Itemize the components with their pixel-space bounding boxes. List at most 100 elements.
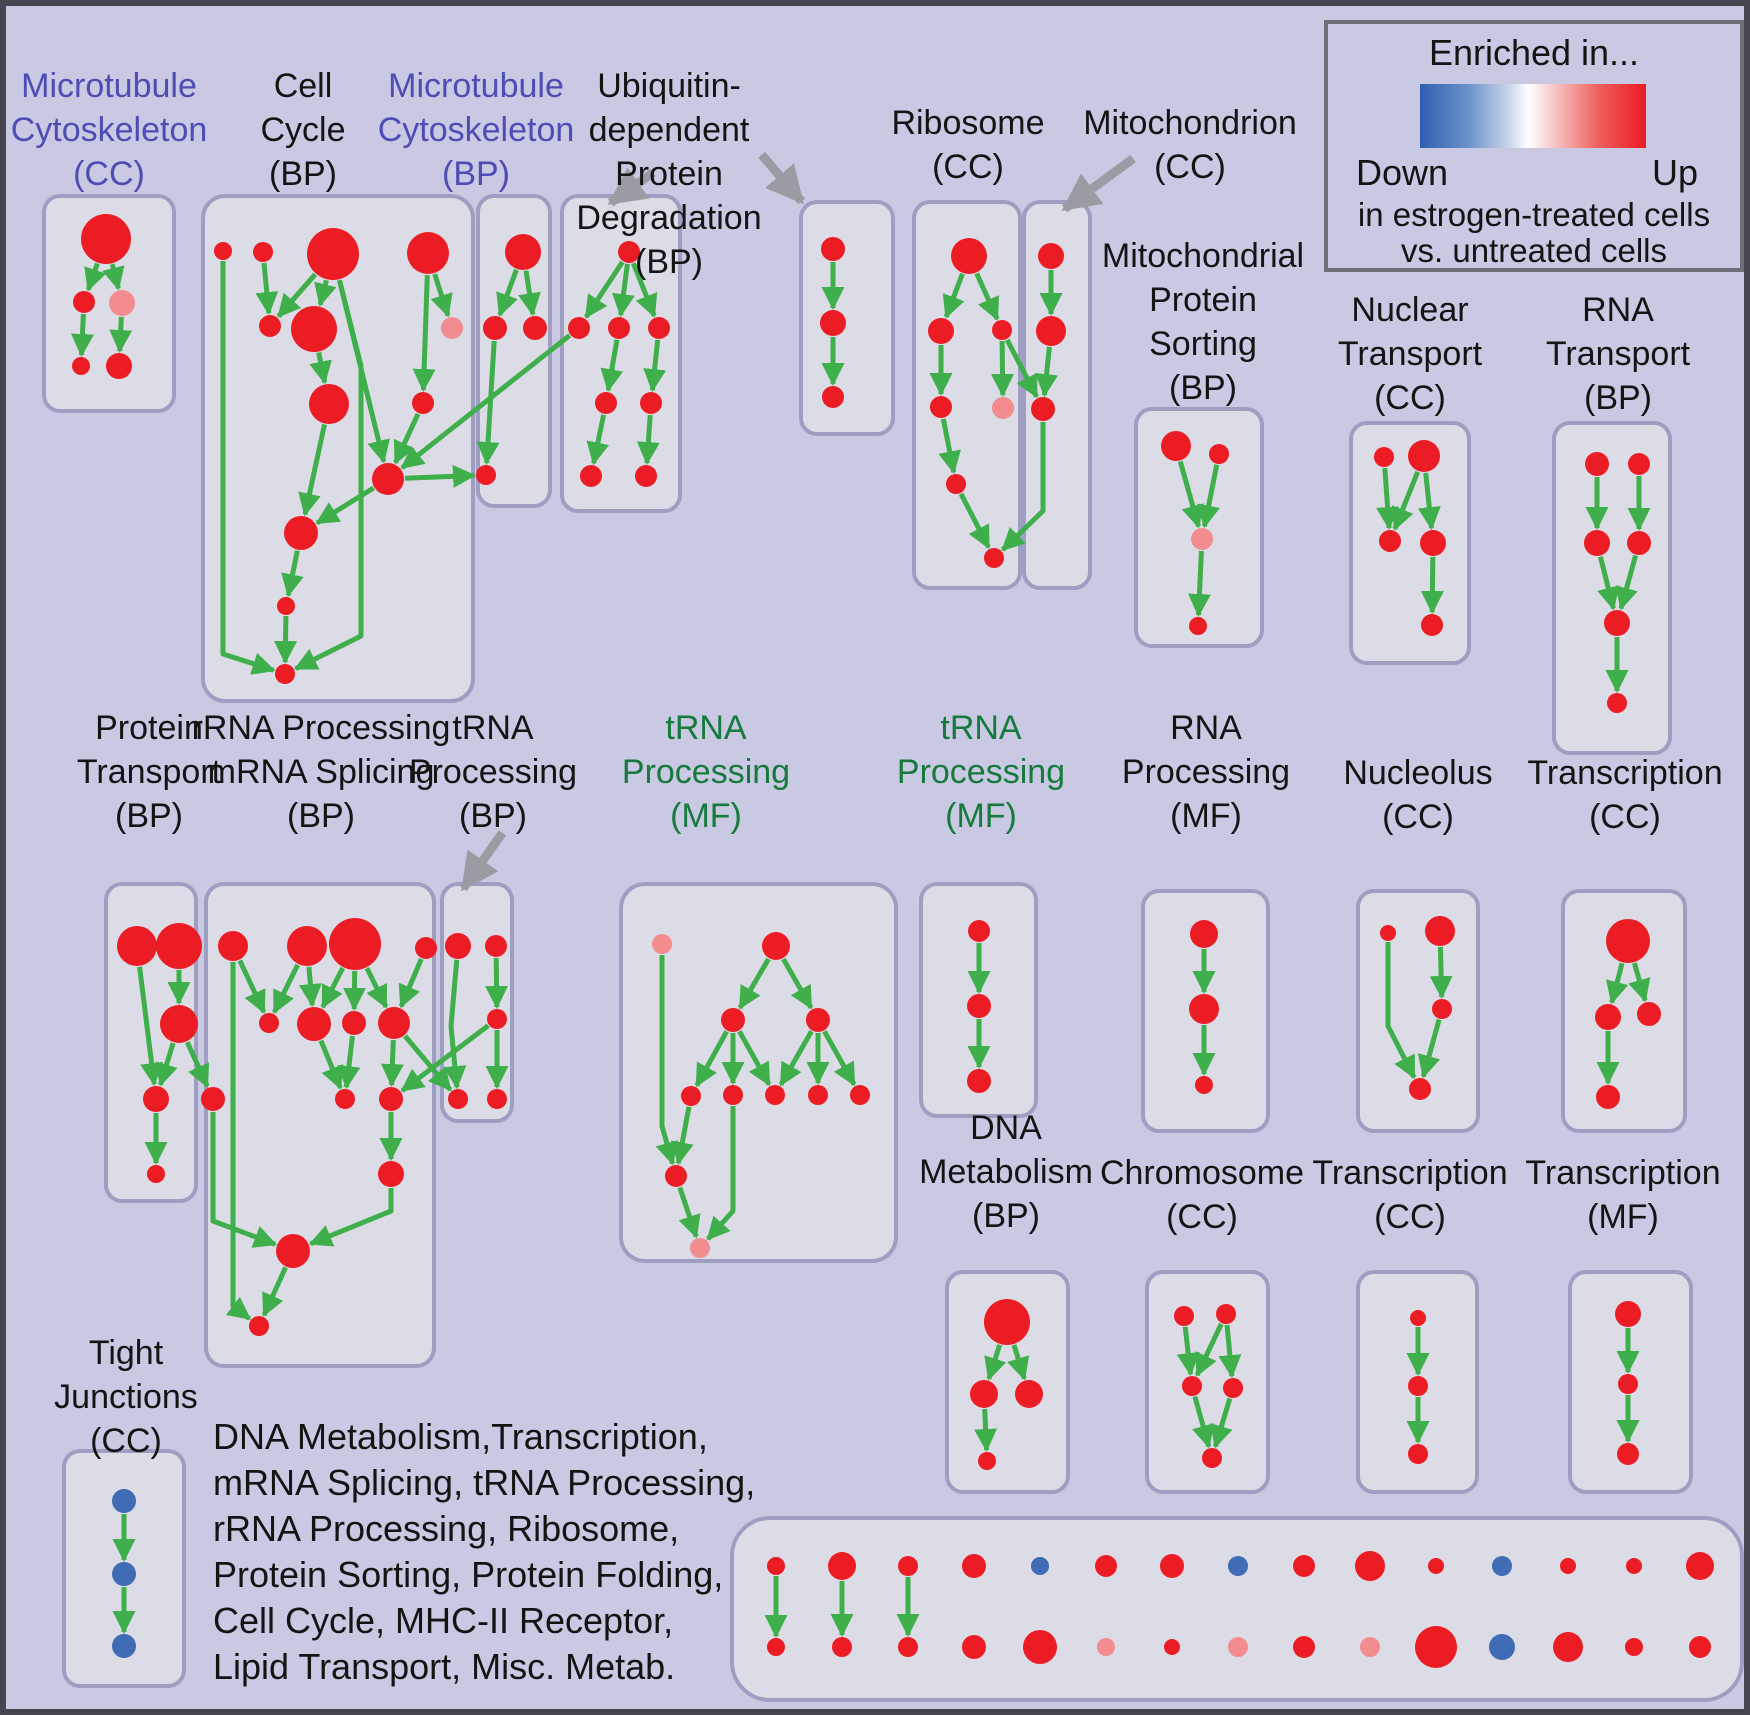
go-term-node-red <box>992 320 1012 340</box>
go-term-node-red <box>1182 1376 1202 1396</box>
label-line: Cycle <box>260 111 346 149</box>
go-term-node-red <box>73 291 95 313</box>
edge <box>1417 472 1441 531</box>
go-term-node-red <box>412 392 434 414</box>
label-line: Ubiquitin- <box>597 67 741 105</box>
go-term-node-red <box>762 932 790 960</box>
go-term-node-red <box>147 1165 165 1183</box>
go-term-node-red <box>1036 316 1066 346</box>
go-term-node-red <box>487 1009 507 1029</box>
label-ubiquitin-dependent-protein-degradation-bp: Ubiquitin-dependent Protein Degradation (BP… <box>419 64 919 284</box>
edge <box>84 262 107 292</box>
go-term-node-red <box>1421 614 1443 636</box>
edge <box>1176 1326 1200 1377</box>
edge <box>1429 946 1453 999</box>
label-line: (CC) <box>1166 1198 1238 1236</box>
label-line: Cell <box>273 67 333 105</box>
go-term-node-blue <box>1031 1557 1049 1575</box>
label-line: mRNA Splicing <box>207 753 435 791</box>
edge <box>459 830 507 892</box>
label-line: Transcription <box>1527 754 1723 792</box>
go-term-node-red <box>1627 531 1651 555</box>
go-term-node-red <box>1428 1558 1444 1574</box>
go-term-node-red <box>1410 1310 1426 1326</box>
label-line: DNA <box>970 1109 1042 1147</box>
edge <box>974 272 1000 321</box>
go-term-node-red <box>608 317 630 339</box>
go-term-node-red <box>1408 1376 1428 1396</box>
edge <box>1197 464 1220 529</box>
label-line: Nuclear <box>1351 291 1469 329</box>
edge <box>496 268 519 317</box>
label-line: (CC) <box>1382 798 1454 836</box>
label-dna-metabolism-bp: DNA Metabolism (BP) <box>756 1106 1256 1238</box>
edge <box>1000 422 1046 552</box>
label-line: Cytoskeleton <box>10 111 208 149</box>
label-line: Protein <box>95 709 203 747</box>
edge <box>636 414 660 465</box>
label-line: Transport <box>1545 335 1691 373</box>
label-line: (CC) <box>1374 379 1446 417</box>
label-line: Processing <box>896 753 1066 791</box>
label-line: (BP) <box>115 797 183 835</box>
label-chromosome-cc: Chromosome (CC) <box>952 1151 1452 1239</box>
go-term-node-red <box>156 923 202 969</box>
label-line: Processing <box>621 753 791 791</box>
go-term-node-red <box>1374 447 1394 467</box>
edge <box>155 1042 178 1087</box>
go-term-node-red <box>1408 440 1440 472</box>
edge <box>518 270 541 317</box>
label-line: Mitochondrion <box>1083 104 1297 142</box>
go-term-node-red <box>832 1637 852 1657</box>
go-term-node-red <box>1355 1551 1385 1581</box>
go-term-node-red <box>1584 530 1610 556</box>
edge <box>1035 346 1059 398</box>
edge <box>400 1023 490 1093</box>
misc-text-line: Cell Cycle, MHC-II Receptor, <box>213 1600 674 1641</box>
go-term-node-red <box>765 1085 785 1105</box>
go-term-node-red <box>640 392 662 414</box>
label-line: Transport <box>1337 335 1483 373</box>
go-term-node-red <box>1409 1078 1431 1100</box>
edge <box>337 1035 361 1090</box>
label-nucleolus-cc: Nucleolus (CC) <box>1168 751 1668 839</box>
edge <box>400 333 572 470</box>
go-term-node-red <box>1606 919 1650 963</box>
go-term-node-red <box>1625 1638 1643 1656</box>
go-term-node-red <box>1195 1076 1213 1094</box>
label-line: (MF) <box>670 797 742 835</box>
edge <box>1194 1322 1224 1377</box>
label-line: (CC) <box>1589 798 1661 836</box>
edge <box>612 263 635 318</box>
group-box-misc-terms <box>730 1516 1744 1702</box>
label-line: Protein <box>1149 281 1257 319</box>
go-term-node-red <box>681 1086 701 1106</box>
legend-caption-line1: in estrogen-treated cells <box>1357 196 1711 233</box>
go-term-node-blue <box>1492 1556 1512 1576</box>
label-line: Protein <box>615 155 723 193</box>
go-term-node-red <box>1553 1632 1583 1662</box>
edge <box>1597 555 1620 611</box>
go-term-node-red <box>297 1007 331 1041</box>
edge <box>237 959 267 1014</box>
go-term-node-red <box>1618 1374 1638 1394</box>
go-term-node-pink <box>1097 1638 1115 1656</box>
edge <box>631 262 658 318</box>
edge <box>1210 1397 1233 1449</box>
go-term-node-red <box>1015 1380 1043 1408</box>
label-line: RNA <box>1582 291 1654 329</box>
go-term-node-red <box>277 597 295 615</box>
go-term-node-red <box>850 1085 870 1105</box>
go-term-node-red <box>378 1007 410 1039</box>
edge <box>137 966 164 1087</box>
go-term-node-red <box>309 384 349 424</box>
go-term-node-blue <box>112 1562 136 1586</box>
label-microtubule-cytoskeleton-cc: Microtubule Cytoskeleton (CC) <box>6 64 359 196</box>
go-term-node-red <box>1160 1554 1184 1578</box>
edge <box>1615 554 1639 611</box>
group-box-transcription-cc-1 <box>1561 889 1687 1133</box>
go-term-node-pink <box>1228 1637 1248 1657</box>
edge <box>210 1112 278 1248</box>
label-line: RNA <box>1170 709 1242 747</box>
edge <box>942 272 965 319</box>
